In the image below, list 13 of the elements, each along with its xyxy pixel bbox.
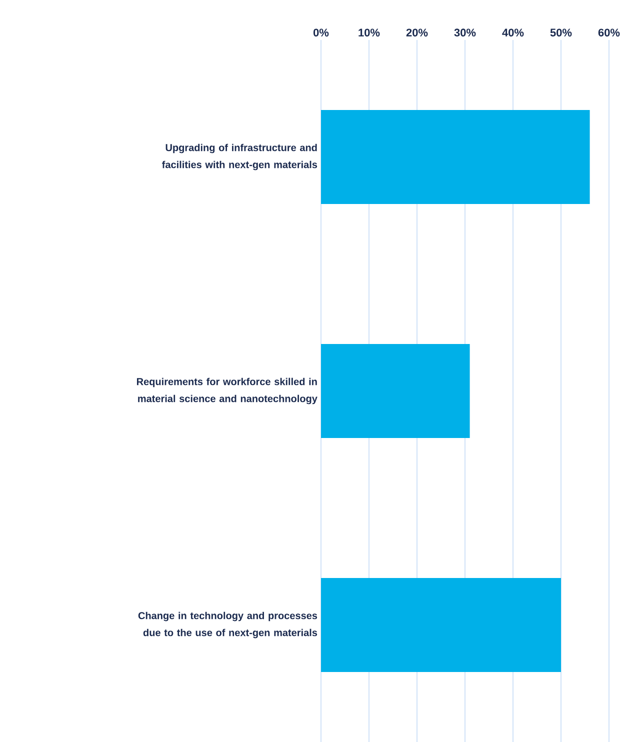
y-tick-label: Change in technology and processes due to the use of next-gen materials [138, 612, 318, 638]
bar [321, 578, 561, 672]
x-tick-label: 10% [358, 28, 380, 36]
x-tick-label: 30% [454, 28, 476, 36]
x-tick-label: 50% [550, 28, 572, 36]
y-tick-label: Requirements for workforce skilled in material science and nanotechnology [136, 378, 318, 404]
x-tick-label: 40% [502, 28, 524, 36]
y-tick-label: Upgrading of infrastructure and facilities with next-gen materials [162, 144, 318, 170]
x-tick-label: 20% [406, 28, 428, 36]
bar [321, 344, 470, 438]
x-tick-label: 60% [598, 28, 620, 36]
x-tick-label: 0% [313, 28, 329, 36]
bar [321, 110, 590, 204]
